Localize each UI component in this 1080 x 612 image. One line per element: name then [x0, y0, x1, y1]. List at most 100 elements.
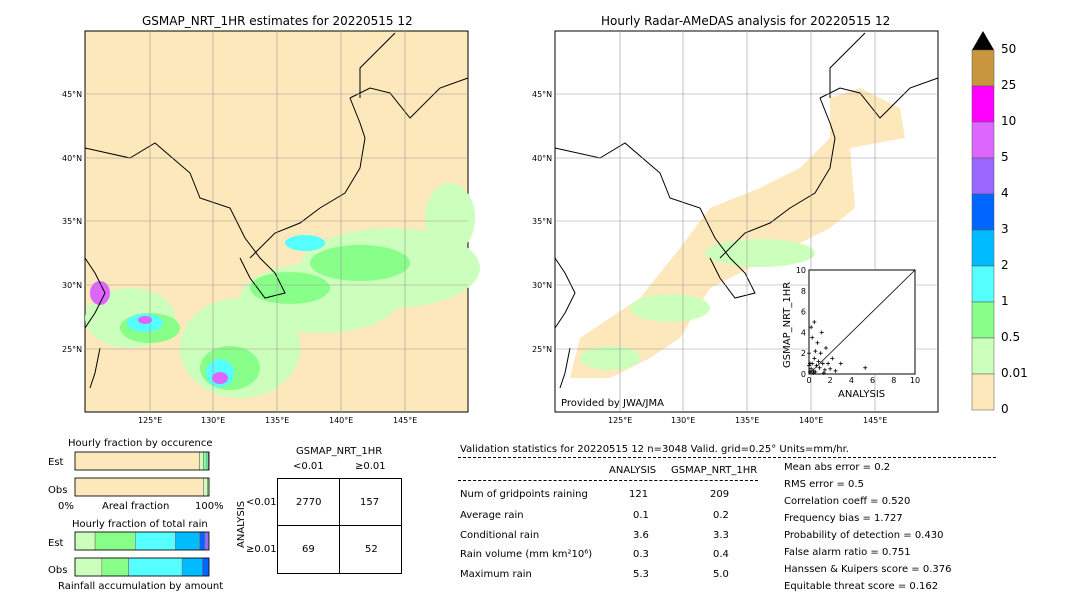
colorbar-segment-3 [971, 157, 995, 195]
right-map-title: Hourly Radar-AMeDAS analysis for 2022051… [601, 14, 891, 28]
left-map [84, 30, 480, 413]
contingency-table: 2770 157 69 52 [277, 478, 402, 574]
left-lat-30: 30°N [62, 281, 83, 290]
scatter-point-15 [826, 361, 831, 366]
bar-est-segment-5 [199, 531, 206, 551]
right-lat-45: 45°N [532, 90, 553, 99]
stat-label-4: Maximum rain [460, 569, 532, 580]
stat-analysis-1: 0.1 [633, 510, 649, 521]
rain-fraction-row-est: Est [48, 538, 64, 549]
bar-obs-segment-5 [202, 557, 210, 577]
right-lat-25: 25°N [532, 345, 553, 354]
bar-obs-segment-1 [74, 557, 103, 577]
left-lon-125: 125°E [138, 416, 163, 425]
validation-divider [458, 457, 996, 458]
bar-obs-segment-4 [181, 557, 203, 577]
left-map-title: GSMAP_NRT_1HR estimates for 20220515 12 [142, 14, 413, 28]
contingency-cell-00: 2770 [296, 497, 322, 508]
stat-label-3: Rain volume (mm km²10⁶) [460, 549, 593, 560]
bar-obs-segment-3 [128, 557, 183, 577]
colorbar-segment-7 [971, 301, 995, 339]
scatter-point-18 [809, 325, 814, 330]
colorbar-label-7: 1 [1001, 294, 1009, 308]
scatter-point-4 [812, 356, 817, 361]
stat-gsmap-1: 0.2 [713, 510, 729, 521]
scatter-point-7 [815, 340, 820, 345]
stat-label-2: Conditional rain [460, 530, 540, 541]
scatter-diagonal [808, 269, 916, 375]
left-map-rain-peak [90, 281, 228, 384]
left-lat-40: 40°N [62, 154, 83, 163]
colorbar-segment-5 [971, 229, 995, 267]
scatter-xtick-4: 8 [891, 376, 896, 385]
validation-header: Validation statistics for 20220515 12 n=… [460, 444, 849, 455]
scatter-xlabel: ANALYSIS [838, 389, 886, 400]
scatter-point-23 [807, 351, 811, 356]
rain-fraction-caption: Rainfall accumulation by amount [58, 581, 224, 592]
left-lat-25: 25°N [62, 345, 83, 354]
right-lon-145: 145°E [863, 416, 888, 425]
colorbar-label-3: 5 [1001, 150, 1009, 164]
colorbar-segment-2 [971, 121, 995, 159]
scatter-point-22 [807, 363, 811, 368]
scatter-point-8 [816, 359, 821, 364]
scatter-point-17 [830, 356, 835, 361]
stat-label-0: Num of gridpoints raining [460, 489, 588, 500]
scatter-point-19 [812, 320, 817, 324]
occurrence-bars [74, 451, 210, 497]
contingency-title: GSMAP_NRT_1HR [296, 446, 383, 457]
contingency-vdivider [339, 479, 340, 573]
validation-col-analysis: ANALYSIS [609, 465, 657, 476]
contingency-row-low: <0.01 [246, 497, 277, 508]
scatter-point-20 [810, 335, 815, 340]
contingency-col-low: <0.01 [293, 461, 324, 472]
bar-est-segment-4 [175, 531, 200, 551]
scatter-point-0 [808, 369, 813, 374]
colorbar-label-6: 2 [1001, 258, 1009, 272]
bar-est-segment-1 [74, 531, 96, 551]
colorbar-label-4: 4 [1001, 186, 1009, 200]
scatter-ytick-2: 4 [801, 328, 806, 337]
validation-col-gsmap: GSMAP_NRT_1HR [671, 465, 758, 476]
rain-fraction-title: Hourly fraction of total rain [72, 519, 208, 530]
left-lon-135: 135°E [265, 416, 290, 425]
scatter-ylabel: GSMAP_NRT_1HR [782, 281, 793, 368]
right-lon-130: 130°E [671, 416, 696, 425]
score-3: Frequency bias = 1.727 [784, 513, 903, 524]
stat-analysis-0: 121 [629, 489, 649, 500]
scatter-point-11 [819, 330, 824, 335]
scatter-point-29 [821, 370, 826, 375]
map-credit: Provided by JWA/JMA [561, 398, 664, 409]
colorbar-extend [972, 31, 994, 50]
scatter-xtick-0: 0 [806, 376, 811, 385]
scatter-point-21 [808, 361, 813, 366]
occurrence-axis-left: 0% [58, 501, 74, 512]
scatter-point-25 [838, 361, 843, 366]
occurrence-row-obs: Obs [48, 485, 68, 496]
stat-analysis-3: 0.3 [633, 549, 649, 560]
scatter-point-1 [809, 366, 814, 371]
scatter-xtick-3: 6 [870, 376, 875, 385]
scatter-point-10 [818, 351, 823, 356]
colorbar-label-1: 25 [1001, 78, 1017, 92]
scatter-xtick-2: 4 [849, 376, 854, 385]
right-lon-140: 140°E [799, 416, 824, 425]
score-0: Mean abs error = 0.2 [784, 462, 891, 473]
left-lat-35: 35°N [62, 217, 83, 226]
left-map-grid [85, 31, 468, 412]
right-lat-40: 40°N [532, 154, 553, 163]
bar-obs-segment-2 [101, 557, 129, 577]
occurrence-title: Hourly fraction by occurence [68, 438, 213, 449]
scatter-xtick-5: 10 [910, 376, 920, 385]
bar-est-frame [74, 451, 210, 471]
scatter-point-14 [823, 346, 828, 350]
right-lat-35: 35°N [532, 217, 553, 226]
scatter-ytick-3: 6 [801, 308, 806, 317]
scatter-ytick-4: 8 [801, 287, 806, 296]
score-4: Probability of detection = 0.430 [784, 530, 944, 541]
score-7: Equitable threat score = 0.162 [784, 581, 939, 592]
bar-est-frame [74, 531, 210, 551]
bar-obs-frame [74, 557, 210, 577]
colorbar-segment-9 [971, 373, 995, 411]
validation-table-divider [458, 480, 758, 481]
